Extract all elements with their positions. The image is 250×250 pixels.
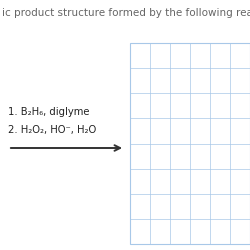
Text: 2. H₂O₂, HO⁻, H₂O: 2. H₂O₂, HO⁻, H₂O: [8, 125, 96, 135]
Text: 1. B₂H₆, diglyme: 1. B₂H₆, diglyme: [8, 107, 89, 117]
Bar: [130, 43, 250, 244]
Text: ic product structure formed by the following reacti: ic product structure formed by the follo…: [2, 8, 250, 18]
